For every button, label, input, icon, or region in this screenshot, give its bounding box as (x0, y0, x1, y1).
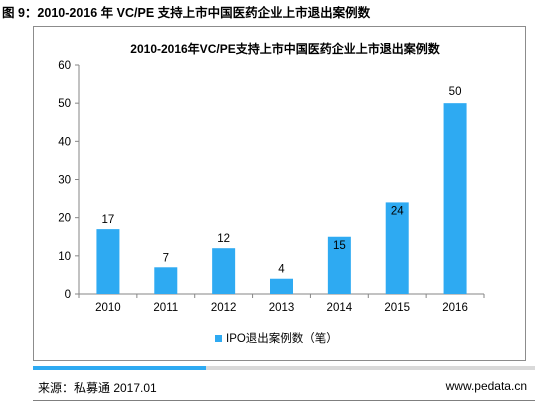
legend: IPO退出案例数（笔） (215, 331, 338, 345)
bar (443, 103, 467, 295)
x-tick-label: 2010 (95, 302, 121, 314)
progress-rule (33, 366, 535, 370)
data-label: 15 (333, 240, 346, 252)
data-label: 24 (391, 205, 404, 217)
bar (96, 229, 120, 294)
website-link[interactable]: www.pedata.cn (445, 379, 527, 393)
chart-title: 2010-2016年VC/PE支持上市中国医药企业上市退出案例数 (130, 41, 440, 56)
y-tick-label: 0 (65, 289, 71, 301)
legend-swatch (215, 335, 222, 342)
bar (154, 267, 178, 294)
x-tick-label: 2011 (153, 302, 178, 314)
y-tick-label: 20 (58, 213, 71, 225)
legend-label: IPO退出案例数（笔） (226, 331, 338, 345)
data-label: 17 (102, 214, 115, 226)
bar-series: 17 7 12 4 15 24 50 (96, 86, 467, 295)
figure-caption: 图 9：2010-2016 年 VC/PE 支持上市中国医药企业上市退出案例数 (2, 6, 371, 20)
y-tick-label: 60 (58, 60, 71, 72)
y-axis: 0 10 20 30 40 50 60 (58, 60, 80, 301)
data-label: 7 (163, 252, 169, 264)
y-tick-label: 40 (58, 136, 71, 148)
x-axis: 2010 2011 2012 2013 2014 2015 2016 (78, 293, 485, 314)
progress-rule-fill (33, 366, 206, 370)
data-label: 4 (278, 264, 285, 276)
data-label: 50 (449, 86, 462, 98)
data-label: 12 (217, 233, 230, 245)
x-tick-label: 2013 (269, 302, 295, 314)
bar (385, 202, 409, 294)
y-tick-label: 50 (58, 98, 71, 110)
x-tick-label: 2015 (384, 302, 410, 314)
bar (327, 236, 351, 294)
bottom-divider (33, 400, 535, 401)
y-tick-label: 10 (58, 251, 71, 263)
bar (212, 248, 236, 294)
bar (270, 278, 293, 294)
x-tick-label: 2014 (327, 302, 353, 314)
source-note: 来源：私募通 2017.01 (38, 381, 157, 395)
x-tick-label: 2016 (442, 302, 468, 314)
x-tick-label: 2012 (211, 302, 237, 314)
y-tick-label: 30 (58, 175, 71, 187)
